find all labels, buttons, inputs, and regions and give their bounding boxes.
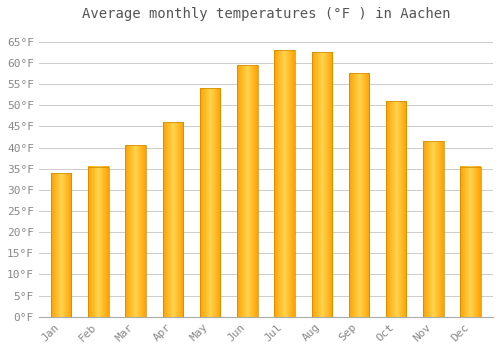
Bar bbox=[386, 101, 406, 317]
Bar bbox=[237, 65, 258, 317]
Bar bbox=[162, 122, 183, 317]
Bar bbox=[274, 50, 295, 317]
Title: Average monthly temperatures (°F ) in Aachen: Average monthly temperatures (°F ) in Aa… bbox=[82, 7, 450, 21]
Bar bbox=[126, 145, 146, 317]
Bar bbox=[88, 167, 108, 317]
Bar bbox=[200, 88, 220, 317]
Bar bbox=[51, 173, 72, 317]
Bar bbox=[423, 141, 444, 317]
Bar bbox=[349, 74, 370, 317]
Bar bbox=[460, 167, 481, 317]
Bar bbox=[312, 52, 332, 317]
